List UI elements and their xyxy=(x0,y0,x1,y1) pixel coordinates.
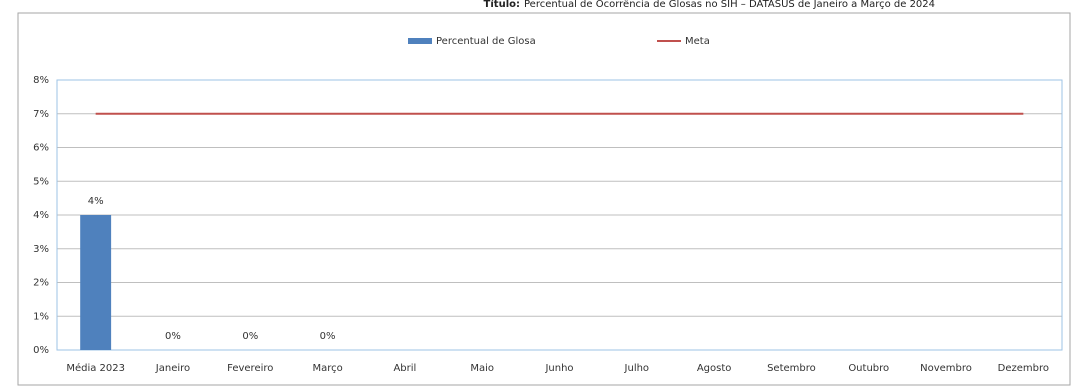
y-tick-label: 1% xyxy=(33,311,49,322)
x-tick-label: Fevereiro xyxy=(227,363,273,374)
x-tick-label: Média 2023 xyxy=(66,362,125,374)
y-tick-label: 3% xyxy=(33,244,49,255)
data-label: 0% xyxy=(165,331,181,342)
x-tick-label: Novembro xyxy=(920,363,972,374)
data-label: 4% xyxy=(88,196,104,207)
x-tick-label: Outubro xyxy=(848,363,889,374)
y-tick-label: 7% xyxy=(33,109,49,120)
plot-frame xyxy=(56,79,1063,351)
chart-title-label: Título: xyxy=(484,0,520,10)
x-tick-label: Junho xyxy=(544,363,573,374)
chart-border xyxy=(17,12,1071,386)
y-tick-label: 8% xyxy=(33,75,49,86)
y-tick-label: 0% xyxy=(33,345,49,356)
y-tick-label: 2% xyxy=(33,278,49,289)
x-tick-label: Maio xyxy=(470,363,494,374)
x-tick-label: Agosto xyxy=(697,363,732,374)
x-tick-label: Julho xyxy=(624,363,650,374)
chart-title: Percentual de Ocorrência de Glosas no SI… xyxy=(524,0,935,10)
legend-swatch xyxy=(408,38,432,44)
y-tick-label: 6% xyxy=(33,143,49,154)
x-tick-label: Dezembro xyxy=(998,363,1049,374)
x-tick-label: Março xyxy=(312,363,342,374)
y-tick-label: 4% xyxy=(33,210,49,221)
x-tick-label: Setembro xyxy=(767,363,816,374)
x-tick-label: Abril xyxy=(393,363,416,374)
x-tick-label: Janeiro xyxy=(155,363,190,374)
y-tick-label: 5% xyxy=(33,176,49,187)
data-label: 0% xyxy=(242,331,258,342)
bar xyxy=(80,215,112,350)
legend-label: Meta xyxy=(685,36,710,47)
data-label: 0% xyxy=(320,331,336,342)
legend-label: Percentual de Glosa xyxy=(436,36,536,47)
